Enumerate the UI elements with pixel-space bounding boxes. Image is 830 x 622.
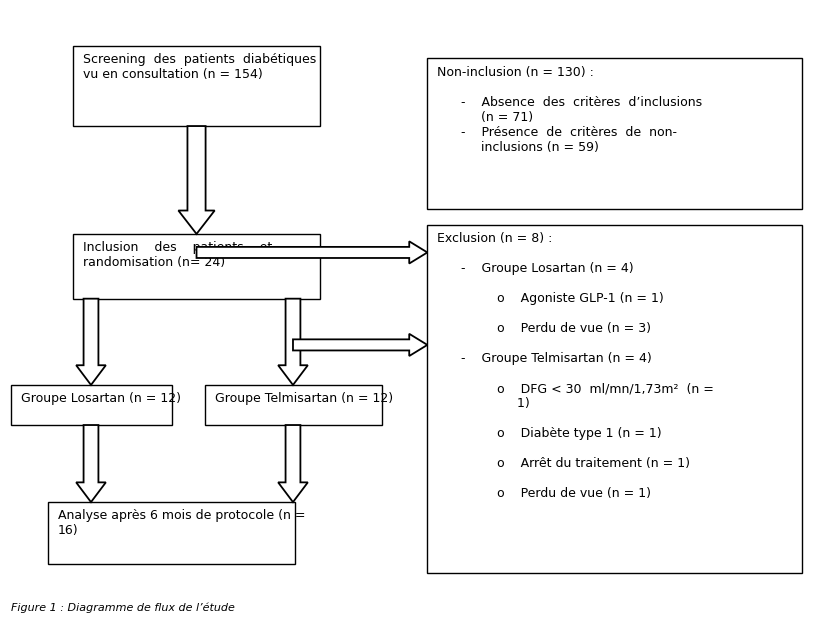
Polygon shape [278,425,308,502]
Text: Groupe Losartan (n = 12): Groupe Losartan (n = 12) [21,392,181,406]
Polygon shape [278,299,308,385]
Polygon shape [178,126,215,234]
FancyBboxPatch shape [73,234,320,299]
Text: Non-inclusion (n = 130) :

      -    Absence  des  critères  d’inclusions
     : Non-inclusion (n = 130) : - Absence des … [437,66,702,154]
FancyBboxPatch shape [73,46,320,126]
Text: Screening  des  patients  diabétiques
vu en consultation (n = 154): Screening des patients diabétiques vu en… [83,53,316,81]
FancyBboxPatch shape [427,225,803,573]
Text: Exclusion (n = 8) :

      -    Groupe Losartan (n = 4)

               o    Ago: Exclusion (n = 8) : - Groupe Losartan (n… [437,232,714,500]
FancyBboxPatch shape [205,385,382,425]
FancyBboxPatch shape [11,385,172,425]
Text: Figure 1 : Diagramme de flux de l’étude: Figure 1 : Diagramme de flux de l’étude [11,603,235,613]
Text: Groupe Telmisartan (n = 12): Groupe Telmisartan (n = 12) [215,392,393,406]
Text: Analyse après 6 mois de protocole (n =
16): Analyse après 6 mois de protocole (n = 1… [58,509,305,537]
FancyBboxPatch shape [48,502,295,564]
Text: Inclusion    des    patients    et
randomisation (n= 24): Inclusion des patients et randomisation … [83,241,272,269]
Polygon shape [293,334,427,356]
Polygon shape [76,425,106,502]
FancyBboxPatch shape [427,58,803,209]
Polygon shape [197,241,427,264]
Polygon shape [76,299,106,385]
